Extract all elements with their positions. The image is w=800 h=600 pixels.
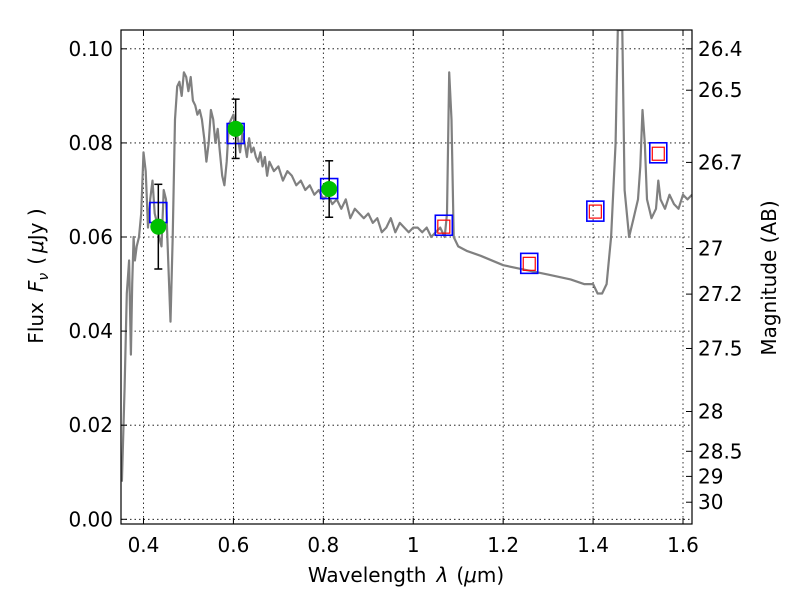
right-tick-label: 26.4 xyxy=(698,37,743,61)
model-photometry-square xyxy=(586,200,605,222)
observed-flux-point xyxy=(150,218,167,235)
plot-frame xyxy=(120,29,693,525)
y-axis-right-label: Magnitude (AB) xyxy=(757,200,781,355)
x-tick-label: 1.6 xyxy=(667,533,699,557)
y-tick-label: 0.02 xyxy=(68,413,113,437)
series-layer xyxy=(121,30,692,482)
right-tick-label: 28 xyxy=(698,400,723,424)
upper-limit-square xyxy=(651,146,665,161)
x-tick-label: 1.4 xyxy=(577,533,609,557)
tick-marks xyxy=(121,30,692,524)
model-photometry-square xyxy=(519,252,539,275)
x-tick-label: 0.6 xyxy=(217,533,249,557)
y-tick-label: 0.08 xyxy=(68,131,113,155)
spectrum-line xyxy=(121,30,692,482)
x-tick-label: 0.8 xyxy=(307,533,339,557)
tick-labels: 0.4 0.6 0.8 1 1.2 1.4 1.6 0.00 0.02 0.04 0.06 0.08 0… xyxy=(68,37,742,557)
upper-limit-square xyxy=(437,219,451,234)
upper-limit-square xyxy=(588,204,602,219)
x-axis-label: Wavelength λ (μm) xyxy=(308,563,504,587)
right-tick-label: 26.7 xyxy=(698,150,743,174)
y-tick-label: 0.10 xyxy=(68,37,113,61)
x-tick-label: 1 xyxy=(407,533,420,557)
right-tick-label: 27.2 xyxy=(698,282,743,306)
model-photometry-square xyxy=(648,141,668,164)
y-axis-label: FluxFν(μJy ) xyxy=(24,208,52,343)
right-tick-label: 30 xyxy=(698,490,723,514)
x-tick-label: 0.4 xyxy=(128,533,160,557)
right-tick-label: 29 xyxy=(698,464,723,488)
upper-limit-square xyxy=(522,256,536,271)
observed-flux-point xyxy=(227,120,244,137)
right-tick-label: 26.5 xyxy=(698,78,743,102)
y-tick-label: 0.06 xyxy=(68,225,113,249)
right-tick-label: 27.5 xyxy=(698,336,743,360)
model-photometry-square xyxy=(434,214,454,237)
observed-flux-point xyxy=(321,181,338,198)
y-tick-label: 0.04 xyxy=(68,319,113,343)
right-tick-label: 27 xyxy=(698,237,723,261)
y-tick-label: 0.00 xyxy=(68,507,113,531)
x-tick-label: 1.2 xyxy=(487,533,519,557)
right-tick-label: 28.5 xyxy=(698,439,743,463)
